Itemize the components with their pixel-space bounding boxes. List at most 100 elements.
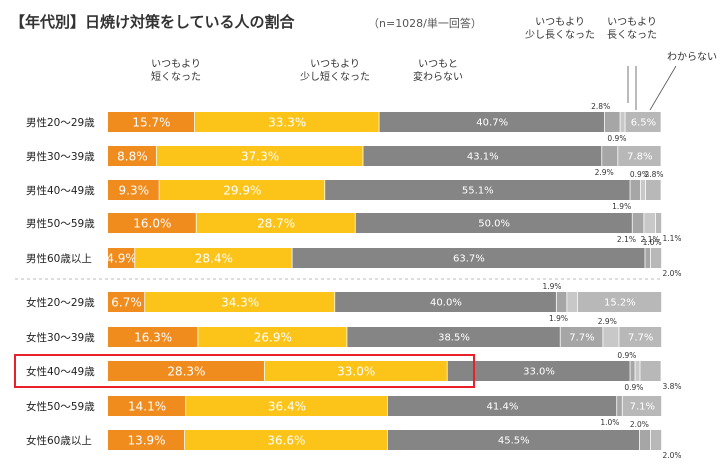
bar-segment-6 <box>577 292 662 312</box>
data-label: 15.2% <box>604 298 636 309</box>
bar-segment-3 <box>379 112 605 132</box>
bar-segment-4 <box>560 327 603 347</box>
bar-segment-2 <box>159 180 325 200</box>
data-label: 14.1% <box>128 399 166 413</box>
bar-segment-2 <box>194 112 379 132</box>
data-label: 1.9% <box>612 202 631 211</box>
bar-segment-5 <box>567 292 577 312</box>
data-label: 0.9% <box>607 134 626 143</box>
bar-segment-2 <box>145 292 335 312</box>
data-label: 6.7% <box>111 295 142 309</box>
data-label: 34.3% <box>221 295 259 309</box>
data-label: 13.9% <box>127 433 165 447</box>
bar-segment-3 <box>292 248 645 268</box>
bar-segment-5 <box>640 180 646 200</box>
legend-item-4: いつもより少し長くなった <box>525 16 595 41</box>
bar-segment-6 <box>650 248 662 268</box>
bar-segment-1 <box>108 327 198 347</box>
bar-segment-3 <box>387 396 617 416</box>
data-label: 36.6% <box>267 433 305 447</box>
data-label: 0.9% <box>617 351 636 360</box>
data-label: 37.3% <box>241 149 279 163</box>
data-label: 1.9% <box>549 314 568 323</box>
bar-segment-2 <box>196 213 355 233</box>
category-label: 女性40～49歳 <box>26 365 95 378</box>
data-label: 2.0% <box>662 269 681 278</box>
bar-segment-1 <box>108 430 185 450</box>
bar-segment-2 <box>186 396 387 416</box>
bar-segment-6 <box>622 396 662 416</box>
bar-segment-2 <box>135 248 292 268</box>
data-label: 2.1% <box>617 235 636 244</box>
data-label: 1.9% <box>542 282 561 291</box>
data-label: 33.0% <box>337 364 375 378</box>
legend-item-1: いつもより短くなった <box>151 58 201 83</box>
bar-segment-2 <box>198 327 347 347</box>
data-label: 33.0% <box>523 367 555 378</box>
bar-row-6: 女性20～29歳 6.7% 34.3% 40.0% 1.9% 1.9% 15.2% <box>26 282 662 323</box>
category-label: 男性40～49歳 <box>26 184 95 197</box>
data-label: 45.5% <box>498 436 530 447</box>
bar-segment-3 <box>325 180 630 200</box>
data-label: 0.9% <box>624 383 643 392</box>
legend-item-3: いつもと変わらない <box>413 58 463 83</box>
bar-segment-6 <box>640 361 661 381</box>
data-label: 6.5% <box>631 118 656 129</box>
highlight-box <box>14 354 475 388</box>
data-label: 15.7% <box>132 115 170 129</box>
data-label: 16.3% <box>134 330 172 344</box>
bar-segment-1 <box>108 292 145 312</box>
data-label: 26.9% <box>254 330 292 344</box>
bar-row-7: 女性30～39歳 16.3% 26.9% 38.5% 7.7% 2.9% 7.7% <box>26 317 662 347</box>
bar-segment-3 <box>363 146 602 166</box>
bar-segment-6 <box>645 180 661 200</box>
data-label: 3.8% <box>662 382 681 391</box>
legend-item-5: いつもより長くなった <box>607 16 657 41</box>
data-label: 28.7% <box>257 216 295 230</box>
bar-row-2: 男性30～39歳 8.8% 37.3% 43.1% 2.9% 7.8% <box>26 146 661 177</box>
data-label: 28.3% <box>167 364 205 378</box>
bar-segment-6 <box>650 430 662 450</box>
bar-segment-3 <box>347 327 560 347</box>
category-label: 女性50～59歳 <box>26 400 95 413</box>
bar-segment-1 <box>108 361 264 381</box>
legend: いつもより短くなった いつもより少し短くなった いつもと変わらない いつもより少し長く… <box>151 16 717 111</box>
bar-row-5: 男性60歳以上 4.9% 28.4% 63.7% 1.0% 2.0% <box>26 238 682 278</box>
data-label: 2.8% <box>644 170 663 179</box>
bar-segment-4 <box>630 361 635 381</box>
data-label: 2.0% <box>662 451 681 460</box>
category-label: 男性60歳以上 <box>26 252 92 265</box>
data-label: 7.8% <box>627 152 652 163</box>
data-label: 36.4% <box>268 399 306 413</box>
data-label: 1.0% <box>643 238 662 247</box>
category-label: 女性30～39歳 <box>26 331 95 344</box>
bar-segment-2 <box>156 146 363 166</box>
data-label: 55.1% <box>462 186 494 197</box>
bar-segment-3 <box>387 430 640 450</box>
data-label: 2.0% <box>630 420 649 429</box>
data-label: 38.5% <box>438 333 470 344</box>
data-label: 7.7% <box>628 333 653 344</box>
bar-segment-1 <box>108 146 156 166</box>
data-label: 28.4% <box>195 251 233 265</box>
bar-row-10: 女性60歳以上 13.9% 36.6% 45.5% 2.0% 2.0% <box>26 420 682 460</box>
bar-segment-3 <box>355 213 632 233</box>
bar-segment-4 <box>556 292 567 312</box>
bar-segment-4 <box>645 248 651 268</box>
category-label: 男性30～39歳 <box>26 150 95 163</box>
category-label: 女性20～29歳 <box>26 296 95 309</box>
bar-segment-4 <box>630 180 641 200</box>
data-label: 29.9% <box>223 183 261 197</box>
bar-row-9: 女性50～59歳 14.1% 36.4% 41.4% 1.0% 7.1% <box>26 396 662 427</box>
bar-segment-1 <box>108 213 196 233</box>
bar-segment-2 <box>264 361 447 381</box>
data-label: 9.3% <box>119 183 150 197</box>
bar-segment-4 <box>632 213 644 233</box>
bar-segment-6 <box>655 213 662 233</box>
data-label: 2.1% <box>641 235 660 244</box>
bar-row-1: 男性20～29歳 15.7% 33.3% 40.7% 2.8% 0.9% 6.5% <box>26 102 661 143</box>
legend-item-6: わからない <box>667 51 717 63</box>
bars: 男性20～29歳 15.7% 33.3% 40.7%2.8%0.9%6.5%男性30～… <box>14 102 682 460</box>
bar-segment-5 <box>635 361 640 381</box>
